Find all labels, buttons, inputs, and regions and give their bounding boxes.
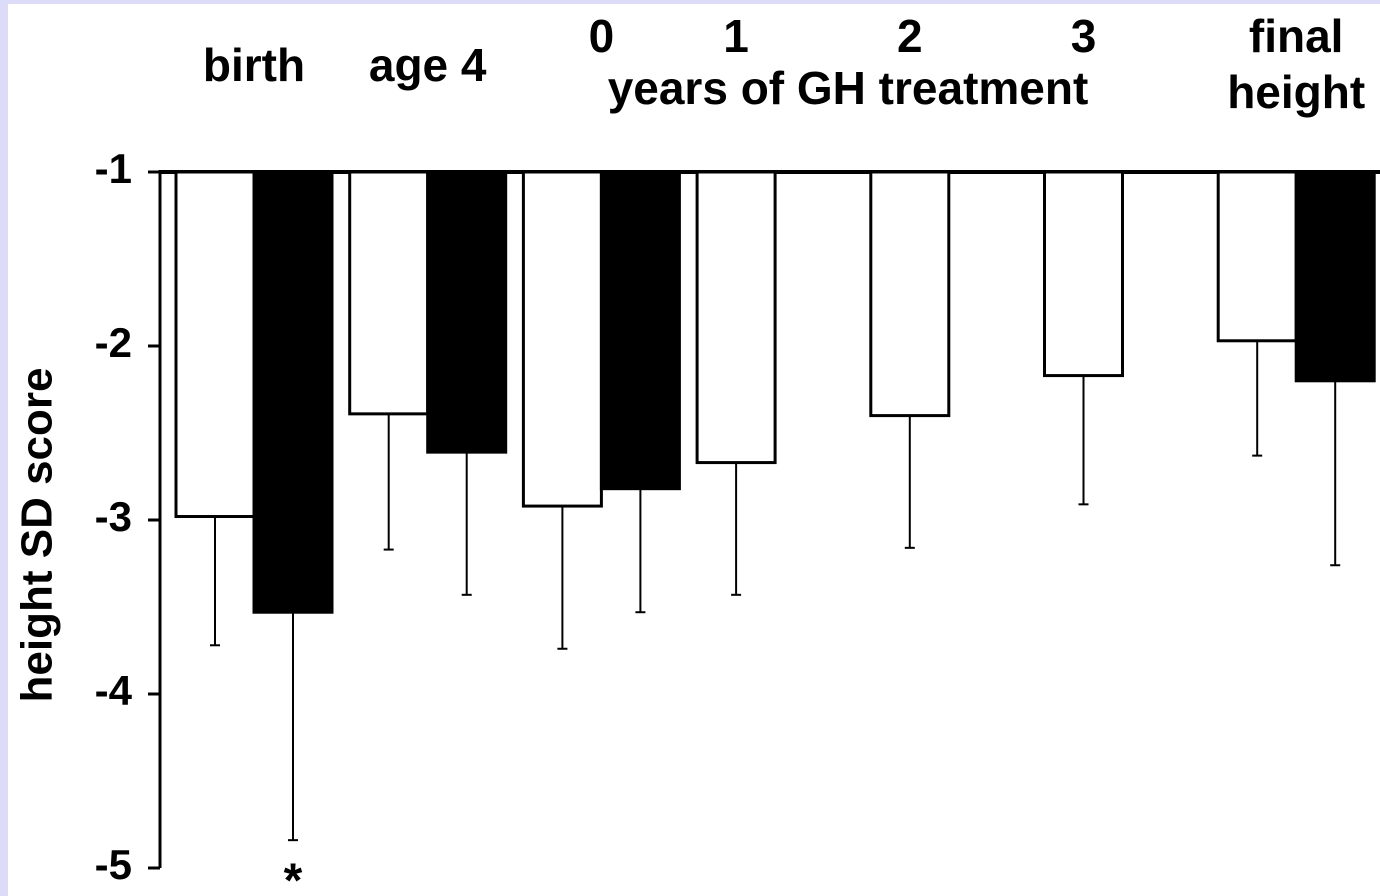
annotation: *: [284, 855, 303, 896]
bar: [252, 170, 334, 614]
bar: [1216, 170, 1298, 343]
x-tick-label: final height: [1227, 10, 1366, 118]
bar: [348, 170, 430, 416]
bar: [1043, 170, 1124, 378]
bar: [1294, 170, 1376, 383]
group-label: years of GH treatment: [608, 62, 1089, 114]
bar: [869, 170, 951, 418]
bar: [174, 170, 256, 519]
y-tick-label: -3: [95, 493, 132, 540]
x-tick-label: 0: [588, 10, 615, 62]
bar: [521, 170, 603, 508]
x-tick-label: birth: [202, 39, 306, 91]
y-axis-label: height SD score: [13, 368, 62, 703]
y-tick-label: -4: [95, 667, 133, 714]
x-tick-label: 2: [897, 10, 923, 62]
y-tick-label: -1: [95, 145, 132, 192]
x-tick-label: 3: [1070, 10, 1097, 62]
bar: [695, 170, 777, 465]
y-tick-label: -5: [95, 841, 132, 888]
bar: [426, 170, 508, 454]
bar: [599, 170, 681, 491]
x-tick-label: 1: [723, 10, 749, 62]
y-tick-label: -2: [95, 319, 132, 366]
x-tick-label: age 4: [368, 39, 487, 91]
